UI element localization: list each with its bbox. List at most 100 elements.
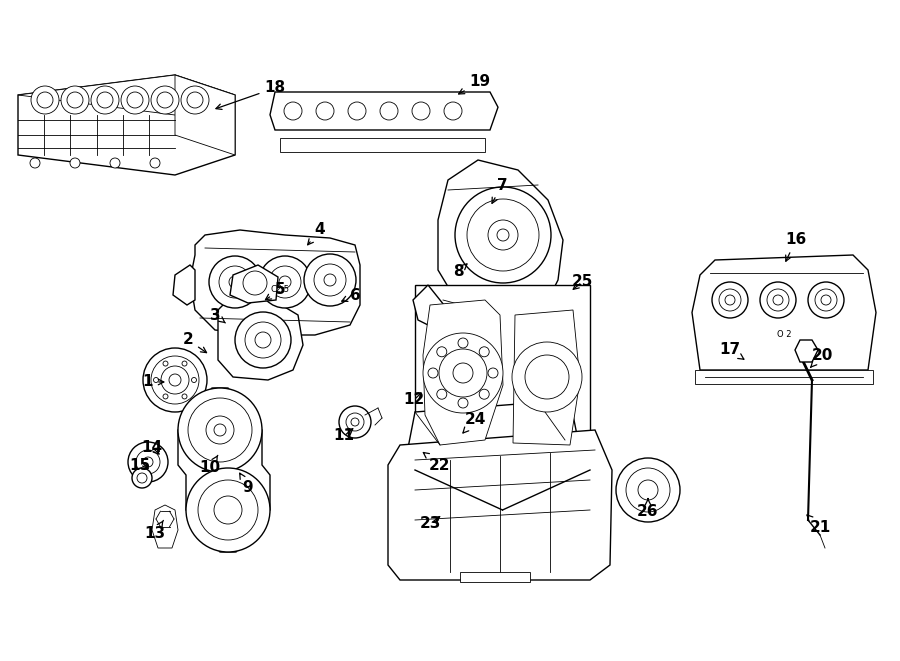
- Circle shape: [488, 368, 498, 378]
- Text: 3: 3: [210, 307, 225, 323]
- Circle shape: [198, 480, 258, 540]
- Circle shape: [110, 158, 120, 168]
- Polygon shape: [18, 75, 235, 115]
- Circle shape: [348, 102, 366, 120]
- Circle shape: [181, 86, 209, 114]
- Bar: [415, 285, 590, 470]
- Text: 22: 22: [423, 453, 451, 473]
- Text: 11: 11: [334, 428, 355, 444]
- Text: 2: 2: [183, 332, 207, 353]
- Circle shape: [235, 312, 291, 368]
- Circle shape: [316, 102, 334, 120]
- Text: 8: 8: [453, 264, 467, 280]
- Circle shape: [70, 158, 80, 168]
- Text: 5: 5: [266, 282, 285, 299]
- Circle shape: [616, 458, 680, 522]
- Polygon shape: [230, 265, 278, 303]
- Circle shape: [163, 361, 168, 366]
- Circle shape: [151, 86, 179, 114]
- Circle shape: [439, 349, 487, 397]
- Circle shape: [30, 158, 40, 168]
- Circle shape: [214, 424, 226, 436]
- Polygon shape: [175, 75, 235, 155]
- Circle shape: [255, 332, 271, 348]
- Polygon shape: [270, 92, 498, 130]
- Circle shape: [143, 348, 207, 412]
- Circle shape: [351, 418, 359, 426]
- Circle shape: [219, 266, 251, 298]
- Bar: [460, 572, 530, 582]
- Text: 7: 7: [492, 178, 508, 204]
- Polygon shape: [438, 160, 563, 325]
- Circle shape: [97, 92, 113, 108]
- Polygon shape: [388, 430, 612, 580]
- Circle shape: [760, 282, 796, 318]
- Polygon shape: [692, 255, 876, 370]
- Text: 1: 1: [143, 375, 164, 389]
- Circle shape: [339, 406, 371, 438]
- Text: 16: 16: [786, 233, 806, 261]
- Circle shape: [479, 389, 490, 399]
- Circle shape: [186, 468, 270, 552]
- Circle shape: [137, 473, 147, 483]
- Circle shape: [259, 256, 311, 308]
- Circle shape: [346, 413, 364, 431]
- Circle shape: [808, 282, 844, 318]
- Circle shape: [279, 276, 291, 288]
- Circle shape: [229, 276, 241, 288]
- Circle shape: [284, 102, 302, 120]
- Circle shape: [163, 394, 168, 399]
- Circle shape: [467, 199, 539, 271]
- Text: 23: 23: [419, 516, 441, 531]
- Polygon shape: [218, 295, 303, 380]
- Polygon shape: [413, 285, 463, 335]
- Circle shape: [150, 158, 160, 168]
- Text: 24: 24: [463, 412, 486, 433]
- Text: 4: 4: [308, 223, 325, 245]
- Circle shape: [132, 468, 152, 488]
- Circle shape: [719, 289, 741, 311]
- Circle shape: [182, 361, 187, 366]
- Circle shape: [455, 187, 551, 283]
- Text: 14: 14: [141, 440, 163, 455]
- Circle shape: [127, 92, 143, 108]
- Circle shape: [67, 92, 83, 108]
- Text: 9: 9: [239, 473, 253, 494]
- Circle shape: [380, 102, 398, 120]
- Polygon shape: [795, 340, 818, 362]
- Circle shape: [143, 457, 153, 467]
- Circle shape: [182, 394, 187, 399]
- Circle shape: [209, 256, 261, 308]
- Polygon shape: [152, 505, 178, 548]
- Circle shape: [154, 377, 158, 383]
- Text: 26: 26: [637, 499, 659, 520]
- Circle shape: [245, 322, 281, 358]
- Circle shape: [243, 271, 267, 295]
- Circle shape: [61, 86, 89, 114]
- Circle shape: [37, 92, 53, 108]
- Circle shape: [91, 86, 119, 114]
- Circle shape: [436, 389, 446, 399]
- Circle shape: [458, 338, 468, 348]
- Circle shape: [206, 416, 234, 444]
- Circle shape: [479, 347, 490, 357]
- Circle shape: [161, 366, 189, 394]
- Circle shape: [497, 229, 509, 241]
- Circle shape: [136, 450, 160, 474]
- Circle shape: [436, 347, 446, 357]
- Text: C2.5: C2.5: [271, 286, 290, 295]
- Text: 17: 17: [719, 342, 744, 360]
- Circle shape: [458, 398, 468, 408]
- Text: 20: 20: [811, 348, 832, 368]
- Circle shape: [121, 86, 149, 114]
- Circle shape: [423, 333, 503, 413]
- Circle shape: [187, 92, 203, 108]
- Circle shape: [428, 368, 438, 378]
- Text: 10: 10: [200, 455, 220, 475]
- Circle shape: [525, 355, 569, 399]
- Circle shape: [488, 220, 518, 250]
- Circle shape: [214, 496, 242, 524]
- Text: 21: 21: [807, 515, 831, 535]
- Circle shape: [192, 377, 196, 383]
- Polygon shape: [173, 265, 195, 305]
